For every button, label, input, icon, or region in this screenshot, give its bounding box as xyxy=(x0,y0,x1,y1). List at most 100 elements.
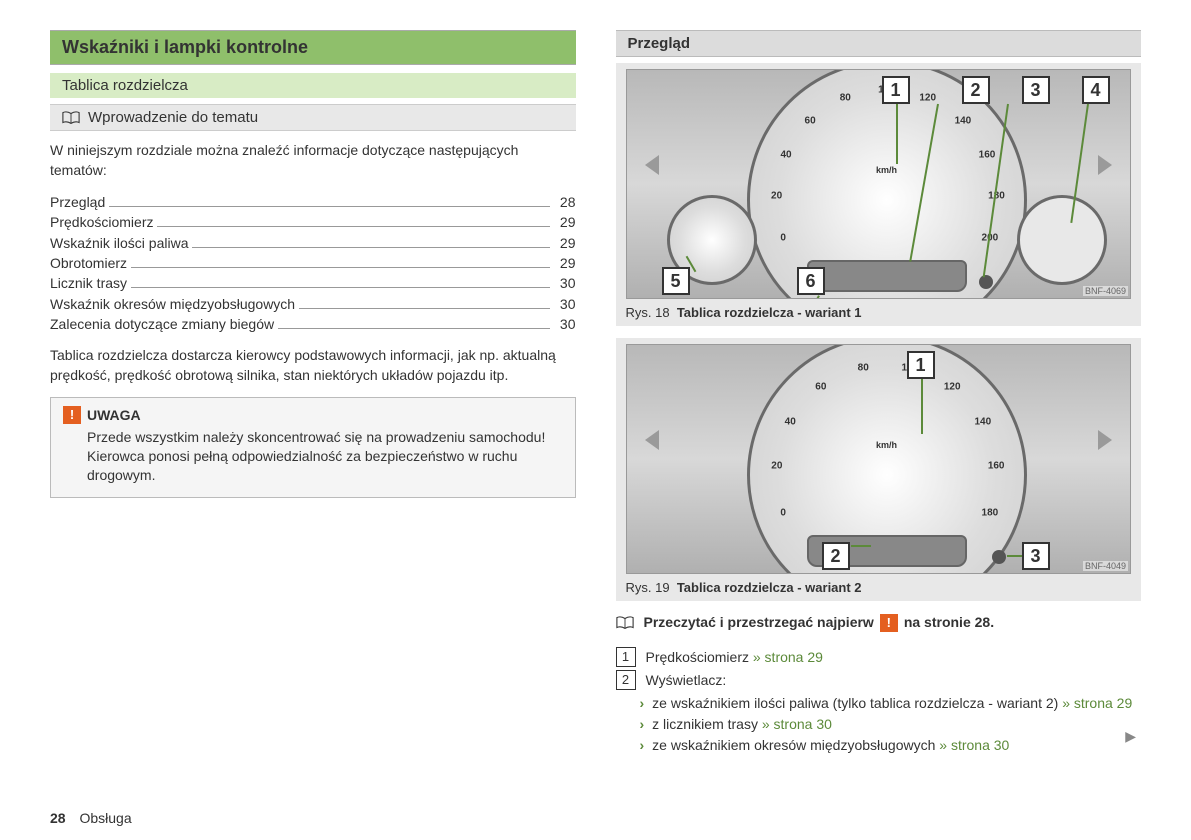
legend-label: Wyświetlacz: xyxy=(646,672,727,688)
tick-label: 60 xyxy=(815,381,826,392)
callout-2: 2 xyxy=(962,76,990,104)
toc-row: Przegląd 28 xyxy=(50,192,576,212)
tick-label: 0 xyxy=(780,232,786,243)
fuel-temp-gauge xyxy=(1017,195,1107,285)
figure-1-block: 020406080100120140160180200km/h 1 2 3 4 … xyxy=(616,63,1142,326)
figure-tag: BNF-4069 xyxy=(1083,286,1128,296)
callout-3: 3 xyxy=(1022,542,1050,570)
legend-number: 2 xyxy=(616,670,636,690)
chevron-icon: › xyxy=(640,735,645,756)
read-first-line: Przeczytać i przestrzegać najpierw ! na … xyxy=(616,613,1142,633)
subsection-title: Tablica rozdzielcza xyxy=(50,73,576,98)
toc-leader xyxy=(299,296,550,309)
callout-line xyxy=(851,545,871,547)
toc-label: Przegląd xyxy=(50,192,105,212)
turn-left-icon xyxy=(645,155,659,175)
figure-tag: BNF-4049 xyxy=(1083,561,1128,571)
book-icon xyxy=(616,616,634,630)
callout-1: 1 xyxy=(907,351,935,379)
intro-bar: Wprowadzenie do tematu xyxy=(50,104,576,131)
fig-cap-bold: Tablica rozdzielcza - wariant 1 xyxy=(677,305,862,320)
callout-2: 2 xyxy=(822,542,850,570)
figure-2-block: 020406080100120140160180km/h 1 2 3 BNF-4… xyxy=(616,338,1142,601)
tick-label: 40 xyxy=(780,150,791,161)
sublist-label: ze wskaźnikiem ilości paliwa (tylko tabl… xyxy=(652,695,1062,711)
chevron-icon: › xyxy=(640,693,645,714)
page: Wskaźniki i lampki kontrolne Tablica roz… xyxy=(0,0,1191,766)
legend-label: Prędkościomierz xyxy=(646,649,753,665)
tick-label: 40 xyxy=(785,416,796,427)
toc-page: 29 xyxy=(554,233,576,253)
callout-3: 3 xyxy=(1022,76,1050,104)
page-footer: 28 Obsługa xyxy=(50,810,132,826)
tick-label: 60 xyxy=(805,115,816,126)
warning-icon: ! xyxy=(63,406,81,424)
sublist-text: ze wskaźnikiem okresów międzyobsługowych… xyxy=(652,735,1009,756)
toc-label: Obrotomierz xyxy=(50,253,127,273)
callout-line xyxy=(1007,555,1022,557)
toc-list: Przegląd 28Prędkościomierz29Wskaźnik iloś… xyxy=(50,192,576,334)
tick-label: 140 xyxy=(955,115,972,126)
figure-2-image: 020406080100120140160180km/h 1 2 3 BNF-4… xyxy=(626,344,1132,574)
tick-label: 80 xyxy=(840,93,851,104)
toc-leader xyxy=(131,255,550,268)
tick-label: 0 xyxy=(780,507,786,518)
warning-box: ! UWAGA Przede wszystkim należy skoncent… xyxy=(50,397,576,498)
left-column: Wskaźniki i lampki kontrolne Tablica roz… xyxy=(50,30,576,756)
footer-title: Obsługa xyxy=(79,810,131,826)
tick-label: 120 xyxy=(944,381,961,392)
toc-label: Wskaźnik ilości paliwa xyxy=(50,233,188,253)
callout-5: 5 xyxy=(662,267,690,295)
sublist-item: › z licznikiem trasy » strona 30 xyxy=(616,714,1142,735)
toc-row: Prędkościomierz29 xyxy=(50,212,576,232)
toc-label: Zalecenia dotyczące zmiany biegów xyxy=(50,314,274,334)
legend-text: Prędkościomierz » strona 29 xyxy=(646,647,1142,668)
reset-button-right xyxy=(979,275,993,289)
warning-body: Przede wszystkim należy skoncentrować si… xyxy=(63,428,563,485)
legend-text: Wyświetlacz: xyxy=(646,670,1142,691)
callout-6: 6 xyxy=(797,267,825,295)
page-link: » strona 30 xyxy=(939,737,1009,753)
callout-4: 4 xyxy=(1082,76,1110,104)
warning-title: UWAGA xyxy=(87,407,141,423)
toc-page: 30 xyxy=(554,314,576,334)
page-link: » strona 30 xyxy=(762,716,832,732)
figure-2-caption: Rys. 19 Tablica rozdzielcza - wariant 2 xyxy=(626,580,1132,595)
reset-button xyxy=(992,550,1006,564)
fig-cap-bold: Tablica rozdzielcza - wariant 2 xyxy=(677,580,862,595)
sublist-text: z licznikiem trasy » strona 30 xyxy=(652,714,832,735)
toc-page: 28 xyxy=(554,192,576,212)
page-link: » strona 29 xyxy=(1062,695,1132,711)
toc-page: 29 xyxy=(554,212,576,232)
toc-label: Wskaźnik okresów międzyobsługowych xyxy=(50,294,295,314)
turn-left-icon xyxy=(645,430,659,450)
toc-page: 29 xyxy=(554,253,576,273)
right-column: Przegląd 020406080100120140160180200km/h… xyxy=(616,30,1142,756)
footer-page-number: 28 xyxy=(50,810,66,826)
display-slot xyxy=(807,260,967,292)
intro-text: W niniejszym rozdziale można znaleźć inf… xyxy=(50,141,576,180)
toc-row: Wskaźnik ilości paliwa 29 xyxy=(50,233,576,253)
body-text: Tablica rozdzielcza dostarcza kierowcy p… xyxy=(50,346,576,385)
sublist-item: › ze wskaźnikiem ilości paliwa (tylko tab… xyxy=(616,693,1142,714)
toc-leader xyxy=(109,195,550,208)
toc-row: Licznik trasy30 xyxy=(50,273,576,293)
read-first-a: Przeczytać i przestrzegać najpierw xyxy=(644,613,874,633)
legend-item: 1 Prędkościomierz » strona 29 xyxy=(616,647,1142,668)
figure-1-caption: Rys. 18 Tablica rozdzielcza - wariant 1 xyxy=(626,305,1132,320)
turn-right-icon xyxy=(1098,430,1112,450)
book-icon xyxy=(62,111,80,125)
tick-label: 120 xyxy=(919,93,936,104)
unit-label: km/h xyxy=(876,440,897,450)
continue-arrow-icon: ▶ xyxy=(1125,728,1136,745)
toc-page: 30 xyxy=(554,294,576,314)
figure-1-image: 020406080100120140160180200km/h 1 2 3 4 … xyxy=(626,69,1132,299)
tick-label: 20 xyxy=(771,461,782,472)
tick-label: 80 xyxy=(858,362,869,373)
legend-number: 1 xyxy=(616,647,636,667)
overview-heading: Przegląd xyxy=(616,30,1142,57)
chevron-icon: › xyxy=(640,714,645,735)
read-first-b: na stronie 28. xyxy=(904,613,994,633)
toc-page: 30 xyxy=(554,273,576,293)
callout-1: 1 xyxy=(882,76,910,104)
